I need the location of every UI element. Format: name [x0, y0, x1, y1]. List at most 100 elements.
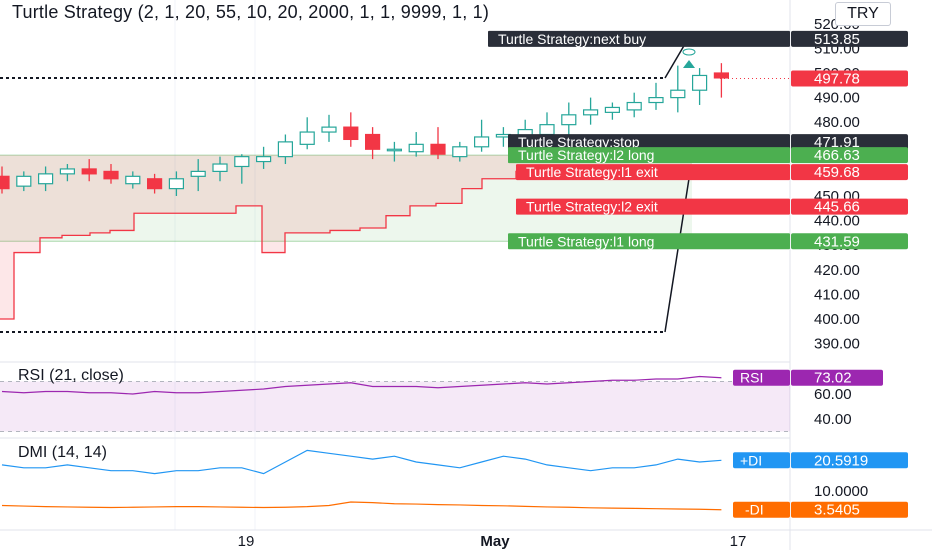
candle-body	[168, 178, 184, 190]
minus-di-value-text: 3.5405	[814, 502, 860, 519]
strategy-label-bg	[508, 134, 790, 151]
candle-body	[16, 175, 32, 187]
price-badge-value: 497.78	[814, 70, 860, 87]
price-tick-label: 400.00	[814, 311, 860, 328]
price-badge-bg	[791, 233, 908, 250]
plus-di-name-text: +DI	[740, 452, 762, 468]
strategy-label-bg	[488, 30, 790, 47]
rsi-pane-label: RSI (21, close)	[18, 367, 124, 384]
candle-body	[147, 178, 163, 190]
candle-body	[256, 156, 272, 163]
dmi-pane-label: DMI (14, 14)	[18, 444, 107, 461]
plus-di-value-text: 20.5919	[814, 452, 868, 469]
candle-body	[626, 101, 642, 111]
price-tick-label: 390.00	[814, 336, 860, 353]
price-badge-value: 513.85	[814, 31, 860, 48]
candle-body	[343, 126, 359, 141]
candle-body	[103, 170, 119, 180]
minus-di-line	[1, 501, 722, 511]
plus-di-value-badge	[791, 452, 908, 469]
chart-title: Turtle Strategy (2, 1, 20, 55, 10, 20, 2…	[12, 2, 490, 22]
candle-body	[125, 175, 141, 185]
candle-body	[277, 141, 293, 158]
price-badge-value: 471.91	[814, 134, 860, 151]
rsi-value-badge	[791, 369, 883, 386]
candle-body	[408, 143, 424, 153]
candle-body	[670, 89, 686, 99]
candle-body	[190, 170, 206, 177]
rsi-name-badge	[733, 369, 790, 386]
price-badge-bg	[791, 198, 908, 215]
candle-body	[365, 133, 381, 150]
currency-button[interactable]: TRY	[835, 2, 891, 26]
candle-body	[561, 114, 577, 126]
minus-di-value-badge	[791, 501, 908, 518]
price-tick-label: 440.00	[814, 213, 860, 230]
price-badge-value: 459.68	[814, 164, 860, 181]
candle-body	[59, 168, 76, 175]
candle-body	[0, 175, 10, 190]
plus-di-name-badge	[733, 452, 790, 469]
plus-di-line	[1, 449, 722, 475]
candle-body	[37, 173, 54, 185]
price-badge-bg	[791, 30, 908, 47]
time-tick-label: May	[480, 533, 510, 550]
candle-body	[299, 131, 315, 145]
minus-di-name-text: -DI	[745, 502, 764, 518]
candle-body	[234, 156, 250, 168]
exit-trail-line	[0, 170, 692, 320]
strategy-label-bg	[516, 164, 790, 181]
price-tick-label: 420.00	[814, 262, 860, 279]
candle-body	[452, 146, 468, 158]
price-badge-bg	[791, 70, 908, 87]
candle-body	[386, 148, 402, 152]
rsi-line	[1, 375, 722, 395]
rsi-tick-label: 40.00	[814, 411, 852, 428]
price-badge-value: 466.63	[814, 147, 860, 164]
strategy-labels: Turtle Strategy:next buy 513.85 497.78 Turt…	[488, 30, 908, 519]
candle-body	[713, 72, 730, 79]
candle-body	[321, 126, 337, 133]
strategy-zones	[0, 38, 790, 333]
rsi-name-text: RSI	[740, 370, 763, 386]
candle-body	[474, 136, 490, 148]
strategy-label-text: Turtle Strategy:l2 exit	[526, 199, 658, 215]
candle-body	[691, 74, 708, 91]
price-badge-value: 445.66	[814, 199, 860, 216]
candlestick-series	[0, 48, 730, 196]
price-badge-bg	[791, 147, 908, 164]
price-tick-label: 490.00	[814, 90, 860, 107]
indicator-series	[0, 375, 790, 511]
rsi-value-text: 73.02	[814, 370, 852, 387]
strategy-label-text: Turtle Strategy:l1 long	[518, 233, 654, 249]
buy-signal-icon	[683, 60, 695, 68]
time-tick-label: 19	[238, 533, 255, 550]
candle-body	[212, 163, 228, 173]
price-badge-bg	[791, 134, 908, 151]
time-axis: 19 May 17	[238, 533, 747, 550]
time-tick-label: 17	[730, 533, 747, 550]
exit-trail-zone	[0, 155, 692, 319]
strategy-label-text: Turtle Strategy:l1 exit	[526, 164, 658, 180]
price-badge-bg	[791, 164, 908, 181]
rsi-band	[0, 381, 790, 432]
price-badge-value: 431.59	[814, 233, 860, 250]
candle-body	[582, 109, 599, 116]
candle-body	[430, 143, 446, 155]
signal-marker-icon	[682, 48, 696, 56]
minus-di-name-badge	[733, 501, 790, 518]
strategy-label-bg	[508, 233, 790, 250]
dmi-tick-label: 10.0000	[814, 483, 868, 500]
candle-body	[81, 168, 97, 175]
strategy-label-text: Turtle Strategy:next buy	[498, 31, 646, 47]
candle-body	[604, 106, 621, 113]
rsi-tick-label: 60.00	[814, 386, 852, 403]
price-axis: 520.00510.00500.00490.00480.00470.00460.…	[814, 16, 868, 500]
strategy-label-bg	[508, 147, 790, 164]
candle-body	[648, 96, 664, 104]
price-tick-label: 480.00	[814, 114, 860, 131]
strategy-label-text: Turtle Strategy:l2 long	[518, 147, 654, 163]
